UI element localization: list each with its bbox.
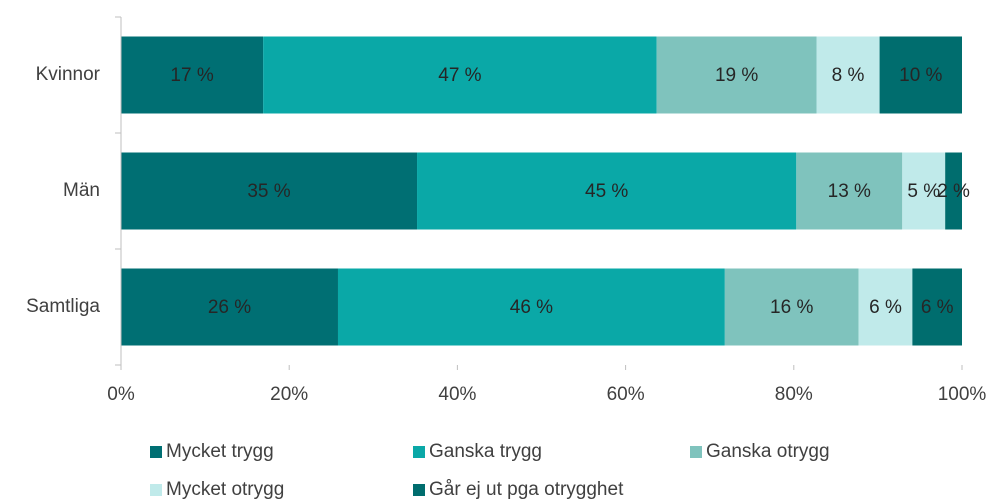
bar-segment bbox=[912, 268, 962, 346]
data-label: 46 % bbox=[510, 297, 553, 318]
data-label: 6 % bbox=[921, 297, 954, 318]
data-label: 6 % bbox=[869, 297, 902, 318]
data-label: 45 % bbox=[585, 181, 628, 202]
bar-segment bbox=[121, 268, 338, 346]
bar-segment bbox=[263, 36, 657, 114]
bar-segment bbox=[858, 268, 913, 346]
bar-segment bbox=[724, 268, 859, 346]
data-label: 5 % bbox=[907, 181, 940, 202]
data-label: 10 % bbox=[899, 65, 942, 86]
bar-segment bbox=[121, 152, 418, 230]
y-tick-label: Män bbox=[63, 180, 100, 201]
legend-swatch bbox=[150, 446, 162, 458]
x-tick-label: 100% bbox=[938, 384, 987, 405]
legend-swatch bbox=[690, 446, 702, 458]
x-tick-label: 40% bbox=[438, 384, 476, 405]
x-tick-label: 80% bbox=[775, 384, 813, 405]
data-label: 13 % bbox=[828, 181, 871, 202]
bar-segment bbox=[796, 152, 903, 230]
data-label: 8 % bbox=[832, 65, 865, 86]
x-tick-label: 60% bbox=[607, 384, 645, 405]
bar-segment bbox=[656, 36, 817, 114]
legend-swatch bbox=[150, 484, 162, 496]
y-tick-label: Kvinnor bbox=[36, 64, 101, 85]
bar-segment bbox=[417, 152, 797, 230]
legend-label: Ganska trygg bbox=[429, 441, 542, 462]
bar-segment bbox=[945, 152, 962, 230]
bar-segment bbox=[902, 152, 946, 230]
data-label: 16 % bbox=[770, 297, 813, 318]
data-label: 26 % bbox=[208, 297, 251, 318]
legend-label: Mycket otrygg bbox=[166, 479, 284, 500]
bar-segment bbox=[337, 268, 725, 346]
legend-swatch bbox=[413, 484, 425, 496]
data-label: 17 % bbox=[170, 65, 213, 86]
legend-swatch bbox=[413, 446, 425, 458]
legend-label: Går ej ut pga otrygghet bbox=[429, 479, 624, 500]
data-label: 47 % bbox=[438, 65, 481, 86]
x-tick-label: 0% bbox=[107, 384, 135, 405]
data-label: 2 % bbox=[937, 181, 970, 202]
y-tick-label: Samtliga bbox=[26, 296, 100, 317]
bar-segment bbox=[816, 36, 880, 114]
bar-segment bbox=[121, 36, 264, 114]
data-label: 19 % bbox=[715, 65, 758, 86]
legend-label: Mycket trygg bbox=[166, 441, 274, 462]
data-label: 35 % bbox=[247, 181, 290, 202]
legend-label: Ganska otrygg bbox=[706, 441, 830, 462]
x-tick-label: 20% bbox=[270, 384, 308, 405]
bar-segment bbox=[879, 36, 962, 114]
